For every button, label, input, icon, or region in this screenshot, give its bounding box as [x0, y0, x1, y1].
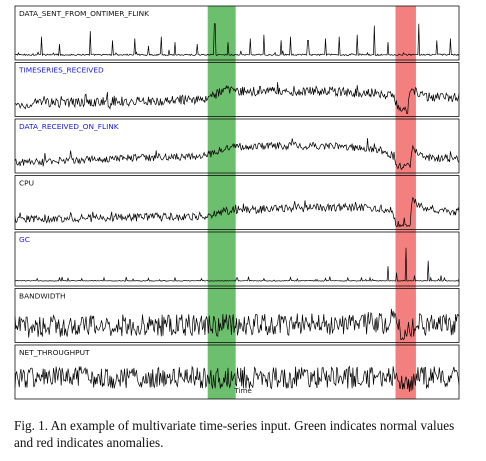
- series-line: [14, 138, 460, 171]
- panel-frame: [14, 288, 460, 343]
- series-line: [14, 365, 460, 392]
- x-axis-label: Time: [233, 386, 252, 395]
- series-line: [14, 23, 460, 57]
- panel-frame: [14, 5, 460, 61]
- figure-caption: Fig. 1. An example of multivariate time-…: [14, 418, 455, 450]
- panel-frame: [14, 62, 460, 117]
- series-label: DATA_SENT_FROM_ONTIMER_FLINK: [19, 9, 149, 18]
- panel-frame: [14, 344, 460, 400]
- series-line: [14, 247, 460, 282]
- series-line: [14, 308, 460, 341]
- panel-frame: [14, 231, 460, 287]
- series-label: NET_THROUGHPUT: [19, 348, 90, 357]
- panel-frame: [14, 175, 460, 230]
- panel-frames: DATA_SENT_FROM_ONTIMER_FLINK TIMESERIES_R…: [14, 5, 460, 400]
- series-line: [14, 196, 460, 228]
- series-label: DATA_RECEIVED_ON_FLINK: [19, 122, 119, 131]
- highlight-anomaly-band: [395, 6, 416, 399]
- series-layer: [14, 23, 460, 392]
- series-line: [14, 82, 460, 114]
- multivariate-timeseries-figure: DATA_SENT_FROM_ONTIMER_FLINK TIMESERIES_R…: [14, 5, 460, 400]
- series-label: CPU: [19, 179, 34, 188]
- panel-frame: [14, 118, 460, 174]
- highlight-normal-band: [207, 6, 236, 399]
- series-label: TIMESERIES_RECEIVED: [18, 66, 104, 75]
- highlight-layer: [207, 6, 416, 399]
- series-label: GC: [19, 235, 30, 244]
- series-label: BANDWIDTH: [19, 292, 66, 301]
